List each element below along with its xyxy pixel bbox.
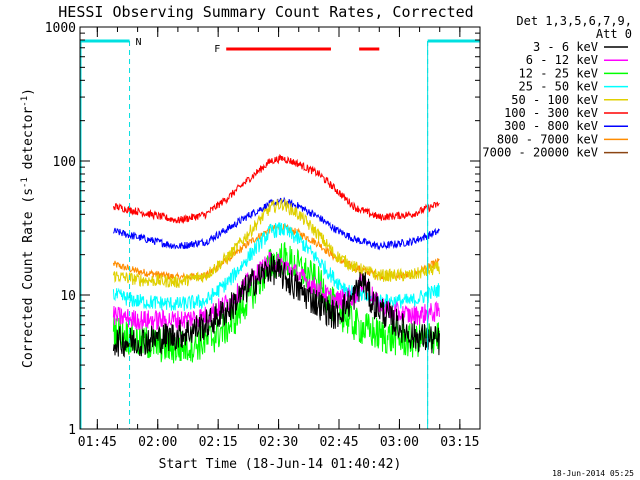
y-tick-label: 10 [60,289,76,304]
legend-label-2: 6 - 12 keV [526,53,598,67]
y-tick-label: 100 [53,155,76,170]
legend-label-6: 100 - 300 keV [504,106,598,120]
x-tick-label: 03:15 [440,435,479,450]
series-layer [113,155,439,363]
y-label-sup1: -1 [20,177,30,188]
x-tick-label: 02:15 [199,435,238,450]
x-tick-label: 03:00 [380,435,419,450]
flare-label: F [214,44,220,55]
y-label-sup2: -1 [20,96,30,107]
series-line-6 [113,155,439,223]
x-tick-label: 02:45 [319,435,358,450]
legend-label-8: 800 - 7000 keV [497,132,598,146]
x-tick-label: 02:00 [138,435,177,450]
chart-title: HESSI Observing Summary Count Rates, Cor… [58,3,473,21]
y-label-end: ) [21,88,36,96]
legend-label-9: 7000 - 20000 keV [482,146,598,160]
footer-date: 18-Jun-2014 05:25 [552,469,634,478]
legend-label-3: 12 - 25 keV [519,66,598,80]
y-tick-label: 1 [68,423,76,438]
y-label-mid: detector [21,107,36,178]
y-tick-label: 1000 [45,21,76,36]
legend-label-5: 50 - 100 keV [511,93,598,107]
y-axis: 1 10 100 1000 [45,21,480,438]
count-rate-chart: HESSI Observing Summary Count Rates, Cor… [0,0,640,480]
y-label-base: Corrected Count Rate (s [21,188,36,368]
legend-label-1: 3 - 6 keV [533,40,598,54]
night-label: N [136,37,142,48]
legend-title-line2: Att 0 [596,27,632,41]
y-axis-label: Corrected Count Rate (s-1 detector-1) [20,88,36,368]
legend-label-7: 300 - 800 keV [504,119,598,133]
x-tick-label: 02:30 [259,435,298,450]
legend-title-line1: Det 1,3,5,6,7,9, [516,14,632,28]
x-axis-label: Start Time (18-Jun-14 01:40:42) [159,457,402,472]
x-tick-label: 01:45 [78,435,117,450]
legend-label-4: 25 - 50 keV [519,80,598,94]
